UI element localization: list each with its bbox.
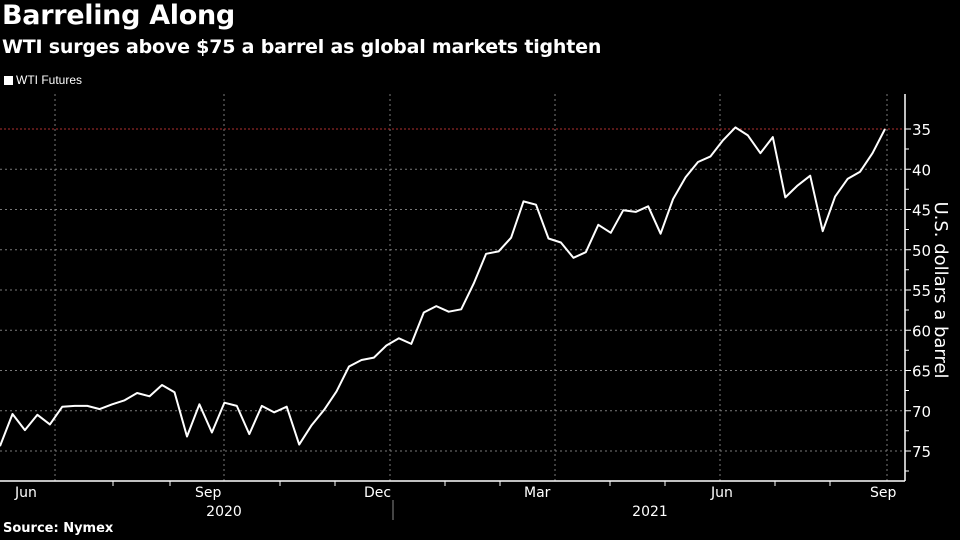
x-tick-label: Dec [364,485,391,501]
x-year-2020: 2020 [206,504,242,520]
x-tick-label: Sep [195,485,222,501]
y-axis-label: U.S. dollars a barrel [930,201,951,378]
x-tick-label: Jun [710,485,733,501]
chart-subtitle: WTI surges above $75 a barrel as global … [2,36,602,58]
legend: WTI Futures [4,73,82,87]
y-tick-label: 60 [912,322,931,340]
y-tick-label: 45 [912,202,931,220]
y-tick-label: 65 [912,363,931,381]
y-tick-label: 55 [912,282,931,300]
legend-swatch-icon [4,75,13,85]
y-axis-ticks: 75 70 65 60 55 50 45 40 35 [905,121,931,472]
x-year-2021: 2021 [632,504,668,520]
legend-label: WTI Futures [16,73,83,87]
x-tick-label: Mar [524,485,551,501]
y-tick-label: 75 [912,443,931,461]
x-axis-ticks: Jun Sep Dec Mar Jun Sep [14,481,897,501]
chart-title: Barreling Along [2,0,235,31]
y-tick-label: 40 [912,161,931,179]
grid-lines [0,94,905,481]
x-tick-label: Sep [870,485,897,501]
y-tick-label: 35 [912,121,931,139]
x-tick-label: Jun [14,485,37,501]
source-note: Source: Nymex [3,521,114,536]
wti-futures-line [0,126,886,447]
y-tick-label: 70 [912,403,931,421]
y-tick-label: 50 [912,242,931,260]
